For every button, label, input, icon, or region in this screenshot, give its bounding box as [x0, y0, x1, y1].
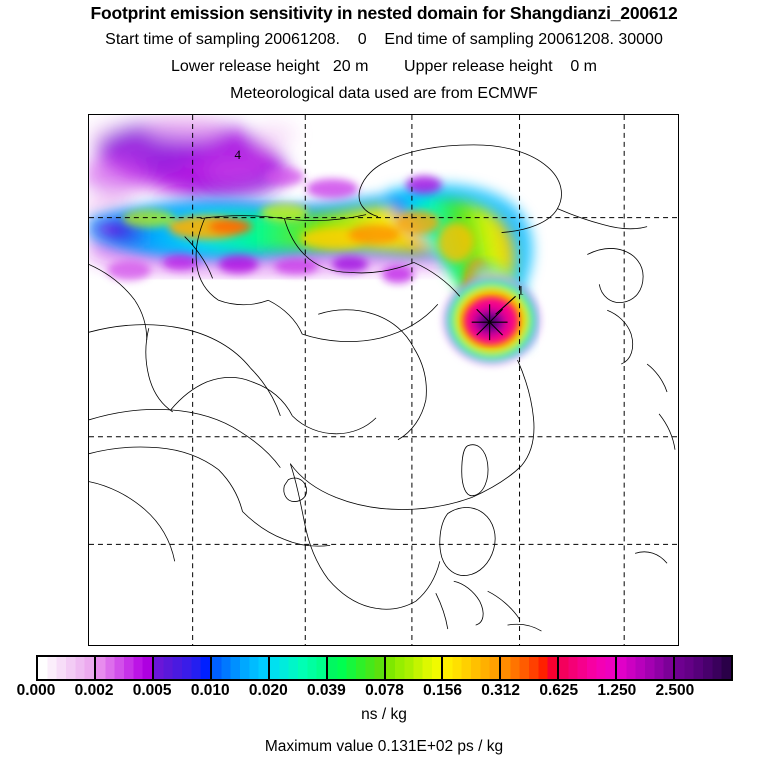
colorbar-segment-5: [325, 657, 384, 679]
release-point-marker: 1 4: [235, 147, 524, 341]
colorbar-segment-11: [673, 657, 732, 679]
colorbar-segment-8: [499, 657, 558, 679]
release-height-line: Lower release height 20 m Upper release …: [171, 58, 597, 75]
map-plot-area: 1 4: [88, 114, 679, 646]
colorbar-tick-8: 0.312: [481, 682, 521, 699]
colorbar-tick-0: 0.000: [16, 682, 56, 699]
colorbar: [36, 655, 733, 681]
plume-annotation-label: 4: [235, 147, 242, 162]
colorbar-tick-4: 0.020: [248, 682, 288, 699]
colorbar-units-label: ns / kg: [361, 706, 407, 723]
coastline-overlay: [89, 144, 676, 632]
release-point-label: 1: [518, 282, 524, 297]
colorbar-segment-7: [441, 657, 500, 679]
sampling-time-line: Start time of sampling 20061208. 0 End t…: [105, 31, 663, 48]
colorbar-tick-11: 2.500: [655, 682, 695, 699]
colorbar-segment-4: [267, 657, 326, 679]
colorbar-tick-6: 0.078: [365, 682, 404, 699]
colorbar-tick-7: 0.156: [423, 682, 462, 699]
colorbar-segment-10: [615, 657, 674, 679]
colorbar-segment-3: [209, 657, 268, 679]
footprint-plume-raster: [89, 115, 540, 365]
maximum-value-label: Maximum value 0.131E+02 ps / kg: [264, 738, 504, 755]
page-title: Footprint emission sensitivity in nested…: [90, 3, 678, 23]
met-data-line: Meteorological data used are from ECMWF: [230, 85, 538, 102]
colorbar-segment-6: [383, 657, 442, 679]
colorbar-segment-9: [557, 657, 616, 679]
colorbar-segment-1: [93, 657, 152, 679]
colorbar-segment-0: [38, 657, 94, 679]
colorbar-tick-labels: 0.000 0.002 0.005 0.010 0.020 0.039 0.078 0.156…: [0, 682, 768, 702]
colorbar-tick-10: 1.250: [597, 682, 637, 699]
colorbar-tick-2: 0.005: [132, 682, 172, 699]
colorbar-tick-3: 0.010: [190, 682, 230, 699]
lat-lon-gridlines: [89, 115, 678, 645]
colorbar-tick-5: 0.039: [307, 682, 346, 699]
colorbar-tick-9: 0.625: [539, 682, 579, 699]
colorbar-tick-1: 0.002: [74, 682, 114, 699]
colorbar-segment-2: [151, 657, 210, 679]
